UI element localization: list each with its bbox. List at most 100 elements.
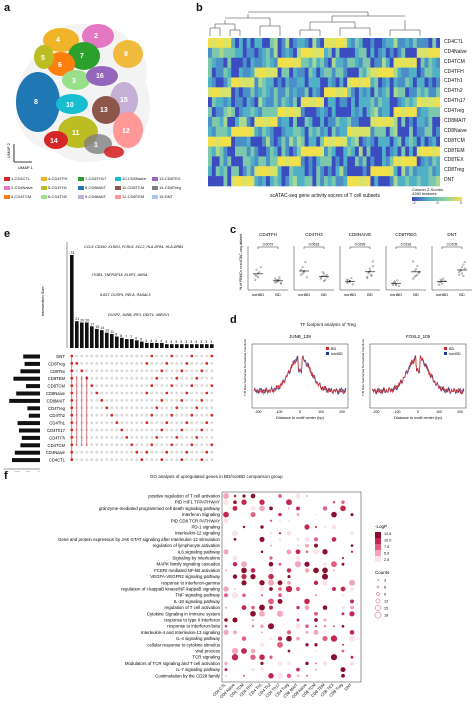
go-bubble [268,561,274,567]
matrix-dot [120,369,124,373]
heatmap-cell [424,67,429,78]
heatmap-cell [316,47,321,59]
go-size-tick: 3 [384,579,386,583]
matrix-dot-active [185,421,189,424]
intersection-value: 4 [160,339,162,343]
heatmap-cell [293,136,298,147]
heatmap-cell [269,77,275,88]
go-bubble [224,569,228,572]
heatmap-cell [366,176,371,187]
heatmap-cell [428,116,433,128]
matrix-dot [195,354,199,358]
matrix-dot [200,421,204,424]
set-size-tick: 100 [14,471,20,472]
heatmap-cell [424,156,429,167]
heatmap-cell [335,166,340,177]
set-size-tick: 0 [38,471,40,472]
go-bubble [322,661,328,666]
go-term-label: response to type II interferon [164,618,220,623]
matrix-dot [130,399,134,402]
heatmap-cell [347,67,352,78]
heatmap-cell [235,47,240,59]
matrix-dot [95,376,99,380]
matrix-dot [120,413,124,417]
heatmap-cell [405,38,410,49]
heatmap-cell [312,156,317,167]
dotplot-point [442,277,445,280]
heatmap-cell [339,47,344,59]
matrix-dot [130,362,134,365]
matrix-dot [155,421,159,424]
matrix-dot [190,376,194,380]
heatmap-cell [370,107,375,118]
heatmap-cell [215,38,220,49]
matrix-dot [160,413,164,417]
heatmap-cell [401,166,406,177]
matrix-dot-active [135,450,139,454]
heatmap-cell [300,116,305,128]
matrix-dot-active [100,399,104,402]
proportion-dotplots: % of PBMCs in scATAC-seq dataset CD4TFH0.… [239,232,472,297]
set-label: CD4Th17 [47,428,66,433]
heatmap-cell [316,176,321,187]
matrix-dot [80,450,84,454]
footprint-legend-swatch [326,352,329,355]
heatmap-cell [285,176,290,187]
heatmap-cell [266,77,271,88]
heatmap-cell [393,166,398,177]
intersection-value: 9 [115,333,117,337]
matrix-dot [150,362,154,365]
heatmap-cell [339,77,344,88]
heatmap-cell [258,146,263,157]
matrix-dot [140,384,144,387]
heatmap-cell [293,67,298,78]
intersection-value: 3 [185,340,187,344]
heatmap-cell [331,166,336,177]
heatmap-cell [300,146,305,157]
heatmap-cell [254,87,259,98]
legend-tick: 0 [436,200,439,205]
matrix-dot [100,428,104,432]
heatmap-row-label: CD8TCM [444,137,465,144]
set-size-bar [26,384,40,389]
matrix-dot [170,428,174,432]
heatmap-cell [273,116,278,128]
heatmap-cell [405,87,410,98]
legend-label: 3-CD4TCM [11,194,32,199]
heatmap-cell [238,77,244,88]
heatmap-cell [343,57,348,68]
go-bubble [323,631,327,634]
cluster-label: 8 [34,99,38,106]
dotplot-point [350,277,353,280]
matrix-dot [120,362,124,365]
heatmap-cell [432,47,437,59]
matrix-dot-active [150,443,154,447]
heatmap-row-label: CD8TEX [444,157,464,164]
matrix-dot [100,384,104,387]
heatmap-row-label: CD4Th17 [444,98,466,105]
heatmap-cell [401,57,406,68]
heatmap-cell [366,116,371,128]
heatmap-cell [409,97,414,108]
dotplot-point [396,279,399,282]
heatmap-cell [424,126,429,137]
dotplot-point [254,273,257,276]
heatmap-cell [223,146,228,157]
set-label: CD8TEM [48,376,66,381]
heatmap-cell [269,156,275,167]
matrix-dot [80,458,84,461]
matrix-dot [205,354,209,358]
go-bubble [295,555,301,561]
matrix-dot [95,413,99,417]
intersection-value: 20 [80,319,84,323]
dotplot-point [254,278,257,281]
heatmap-cell [277,67,282,78]
heatmap-cell [242,156,247,167]
heatmap-cell [393,176,398,187]
matrix-dot [130,391,134,395]
dotplot-point [393,280,396,283]
matrix-dot [180,354,184,358]
heatmap-cell [316,77,321,88]
go-bubble [231,654,239,661]
dotplot-point [324,278,327,281]
